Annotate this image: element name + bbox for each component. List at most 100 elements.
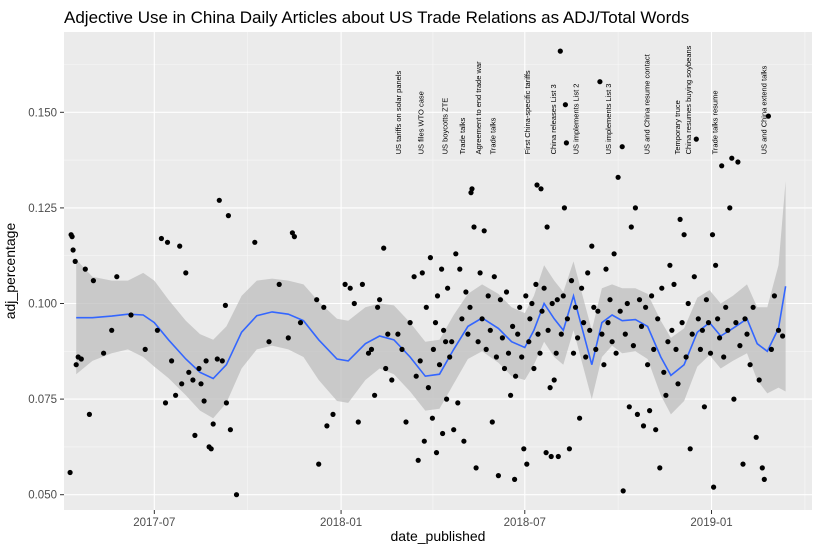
data-point (436, 362, 443, 368)
data-point (657, 465, 663, 471)
event-annotation: China releases List 3 (549, 84, 558, 154)
x-tick-label: 2017-07 (133, 517, 175, 529)
data-point (225, 213, 231, 219)
data-point (291, 234, 297, 240)
data-point (753, 434, 759, 440)
data-point (501, 365, 508, 372)
data-point (487, 327, 493, 333)
data-point (715, 316, 721, 322)
data-point (689, 331, 695, 337)
data-point (691, 274, 697, 280)
data-point (519, 354, 525, 360)
data-point (632, 205, 639, 211)
data-point (697, 346, 704, 352)
data-point (441, 327, 447, 333)
data-point (109, 327, 115, 333)
data-point (613, 350, 619, 356)
data-point (489, 419, 495, 425)
data-point (227, 427, 233, 433)
data-point (699, 327, 706, 333)
data-point (517, 304, 523, 310)
data-point (661, 369, 667, 375)
data-point (216, 197, 222, 203)
data-point (619, 144, 625, 150)
data-point (535, 331, 541, 337)
data-point (385, 331, 391, 337)
data-point (383, 365, 389, 372)
data-point (491, 274, 497, 280)
data-point (709, 232, 716, 238)
data-point (624, 300, 630, 307)
data-point (667, 262, 673, 268)
data-point (663, 392, 669, 398)
x-axis-title: date_published (391, 528, 486, 544)
data-point (445, 285, 451, 291)
data-point (219, 358, 225, 364)
x-tick-label: 2018-01 (320, 517, 362, 529)
data-point (719, 163, 725, 169)
data-point (577, 415, 583, 421)
data-point (114, 274, 120, 280)
data-point (505, 350, 512, 356)
data-point (533, 281, 539, 287)
data-point (750, 304, 756, 310)
data-point (634, 411, 641, 417)
data-point (649, 293, 655, 299)
data-point (780, 333, 786, 339)
data-point (744, 331, 750, 337)
x-tick-label: 2018-07 (504, 517, 546, 529)
data-point (638, 323, 645, 329)
data-point (128, 312, 134, 318)
grid-major (64, 32, 812, 510)
data-point (653, 427, 659, 433)
data-point (469, 186, 475, 192)
data-point (685, 300, 691, 307)
data-point (603, 266, 609, 272)
data-point (587, 327, 593, 333)
data-point (511, 476, 518, 482)
event-annotation: Temporary truce (673, 100, 682, 154)
data-point (233, 492, 240, 498)
data-point (553, 350, 559, 356)
data-point (597, 79, 603, 85)
data-point (655, 316, 661, 322)
data-point (575, 335, 581, 341)
data-point (761, 476, 767, 482)
data-point (609, 339, 615, 345)
data-point (471, 224, 477, 230)
data-point (568, 278, 575, 284)
data-point (433, 450, 440, 456)
data-point (407, 320, 413, 326)
data-point (775, 327, 782, 333)
data-point (69, 234, 75, 240)
y-tick-label: 0.125 (28, 203, 57, 215)
data-point (534, 182, 540, 188)
data-point (555, 453, 561, 460)
data-point (142, 346, 148, 352)
data-point (444, 396, 450, 402)
data-point (429, 415, 435, 421)
data-point (583, 354, 589, 360)
data-point (101, 350, 107, 356)
data-point (675, 381, 681, 387)
data-point (673, 346, 679, 352)
data-point (566, 446, 573, 452)
event-annotation: Trade talks (458, 117, 467, 154)
data-point (449, 339, 455, 345)
data-point (177, 243, 183, 249)
data-point (508, 392, 514, 398)
data-point (547, 385, 553, 391)
data-point (683, 354, 689, 360)
data-point (707, 350, 714, 356)
y-tick-label: 0.075 (28, 394, 57, 406)
data-point (513, 373, 519, 379)
data-point (493, 354, 499, 360)
data-point (628, 224, 634, 230)
data-point (421, 438, 427, 444)
data-point (443, 339, 449, 345)
data-point (70, 247, 76, 253)
data-point (455, 400, 461, 406)
data-point (90, 278, 96, 284)
data-point (677, 216, 683, 222)
data-point (372, 392, 378, 398)
